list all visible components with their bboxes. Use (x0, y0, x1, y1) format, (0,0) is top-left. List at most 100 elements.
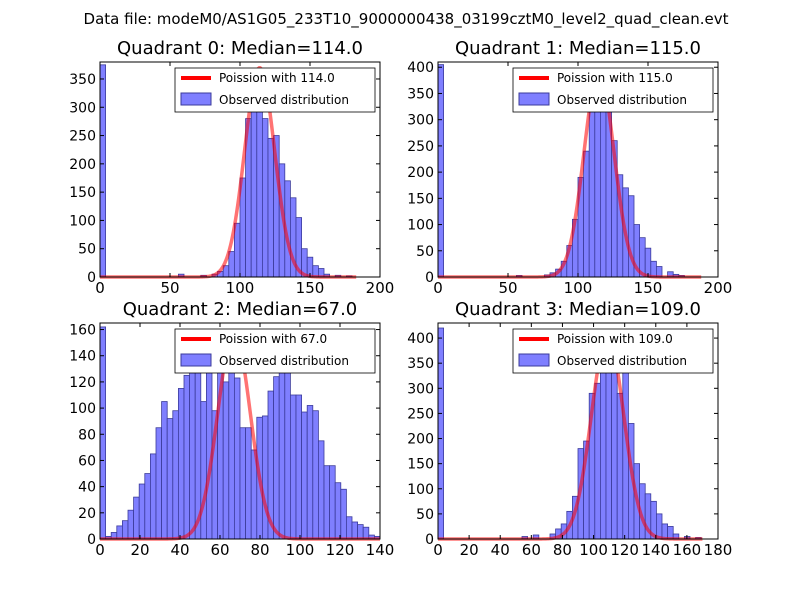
legend-bar-label: Observed distribution (557, 93, 687, 107)
legend-bar-swatch (518, 353, 550, 367)
legend-bar-label: Observed distribution (557, 354, 687, 368)
legend: Poission with 109.0 Observed distributio… (512, 328, 714, 374)
histogram-bar (306, 405, 314, 540)
histogram-bar (594, 98, 601, 278)
y-tick-label: 350 (69, 72, 96, 88)
histogram-bar (144, 473, 151, 540)
histogram-bar (357, 524, 364, 540)
histogram-bar (437, 64, 444, 278)
histogram-bar (133, 496, 140, 540)
y-tick-label: 350 (407, 86, 434, 102)
histogram-bar (189, 348, 196, 540)
histogram-bar (245, 427, 252, 540)
axes-frame (99, 322, 381, 540)
legend-bar-swatch (180, 92, 212, 106)
y-tick-label: 50 (78, 242, 96, 258)
y-tick-label: 200 (69, 157, 96, 173)
histogram-bar (616, 392, 624, 540)
x-tick-label: 160 (673, 541, 702, 559)
histogram-bar (317, 440, 325, 540)
x-tick-label: 40 (170, 541, 189, 559)
y-tick-label: 40 (78, 480, 96, 496)
y-tick-label: 100 (407, 218, 434, 234)
y-tick-label: 250 (69, 129, 96, 145)
axes-frame (99, 61, 381, 278)
y-tick-label: 100 (407, 482, 434, 498)
x-tick-label: 60 (522, 541, 541, 559)
y-tick-label: 20 (78, 506, 96, 522)
histogram-bar (295, 394, 302, 540)
histogram-bar (228, 355, 235, 540)
x-tick-label: 140 (641, 541, 670, 559)
axes-frame (437, 322, 719, 540)
histogram-bar (594, 382, 601, 540)
x-tick-label: 50 (498, 279, 517, 297)
x-tick-label: 60 (210, 541, 229, 559)
legend-line-label: Poission with 109.0 (557, 332, 673, 346)
y-tick-label: 400 (407, 60, 434, 76)
y-tick-label: 60 (78, 453, 96, 469)
x-tick-label: 0 (433, 541, 443, 559)
x-tick-label: 200 (704, 279, 733, 297)
x-tick-label: 100 (564, 279, 593, 297)
y-tick-label: 150 (407, 191, 434, 207)
y-tick-label: 0 (425, 532, 434, 548)
legend-line-label: Poission with 115.0 (557, 71, 673, 85)
histogram-bar (289, 394, 297, 540)
histogram-bar (183, 374, 190, 540)
y-tick-label: 120 (69, 375, 96, 391)
histogram-bar (205, 348, 213, 540)
x-tick-label: 100 (579, 541, 608, 559)
x-tick-label: 200 (366, 279, 395, 297)
x-tick-label: 140 (366, 541, 395, 559)
axis-ticks: 0 20 40 60 80 100 120 140 160 1800501001502002503… (407, 323, 732, 559)
y-tick-label: 100 (69, 401, 96, 417)
histogram-bar (161, 401, 168, 540)
legend: Poission with 114.0 Observed distributio… (174, 67, 376, 113)
panel-quadrant-3: Quadrant 3: Median=109.0 0 20 40 60 80 100 120… (407, 299, 732, 559)
histogram-bar (600, 95, 607, 278)
histogram-bar (437, 327, 444, 540)
y-tick-label: 300 (69, 100, 96, 116)
y-tick-label: 250 (407, 139, 434, 155)
histogram-bar (261, 415, 269, 540)
axes-frame (437, 61, 719, 278)
y-tick-label: 150 (407, 457, 434, 473)
panel-title: Quadrant 1: Median=115.0 (455, 38, 701, 59)
y-tick-label: 400 (407, 331, 434, 347)
y-tick-label: 200 (407, 432, 434, 448)
x-tick-label: 20 (130, 541, 149, 559)
legend-bar-label: Observed distribution (219, 354, 349, 368)
histogram-bar (200, 401, 207, 540)
x-tick-label: 80 (553, 541, 572, 559)
x-tick-label: 180 (704, 541, 733, 559)
histogram-bar (312, 410, 319, 540)
legend-line-label: Poission with 67.0 (219, 332, 327, 346)
axis-ticks: 0 50 100 150 200 0 50 100 150 200 250 300 350 400 (407, 60, 732, 297)
histogram-bar (99, 326, 106, 540)
histogram-bar (329, 465, 336, 540)
panel-quadrant-1: Quadrant 1: Median=115.0 0 50 100 150 200 0 50… (407, 38, 732, 297)
axis-ticks: 0 20 40 60 80 100 120 140 0 20 40 60 80 100 120 140 160 (69, 323, 394, 559)
legend: Poission with 67.0 Observed distribution (174, 328, 376, 374)
histogram-bar (116, 525, 123, 540)
x-tick-label: 50 (160, 279, 179, 297)
x-tick-label: 120 (326, 541, 355, 559)
y-tick-label: 250 (407, 406, 434, 422)
histogram-bar (233, 377, 241, 540)
y-tick-label: 200 (407, 165, 434, 181)
histogram-bar (323, 465, 330, 540)
histogram-bar (340, 488, 347, 540)
histogram-bar (362, 526, 370, 540)
histogram-bar (588, 108, 596, 278)
x-tick-label: 100 (226, 279, 255, 297)
y-tick-label: 80 (78, 427, 96, 443)
x-tick-label: 150 (296, 279, 325, 297)
histogram-bar (222, 381, 230, 540)
y-tick-label: 350 (407, 356, 434, 372)
y-tick-label: 160 (69, 323, 96, 339)
x-tick-label: 120 (610, 541, 639, 559)
histogram-bar (172, 410, 179, 540)
histogram-bar (273, 376, 280, 540)
histogram-bar (155, 427, 162, 540)
